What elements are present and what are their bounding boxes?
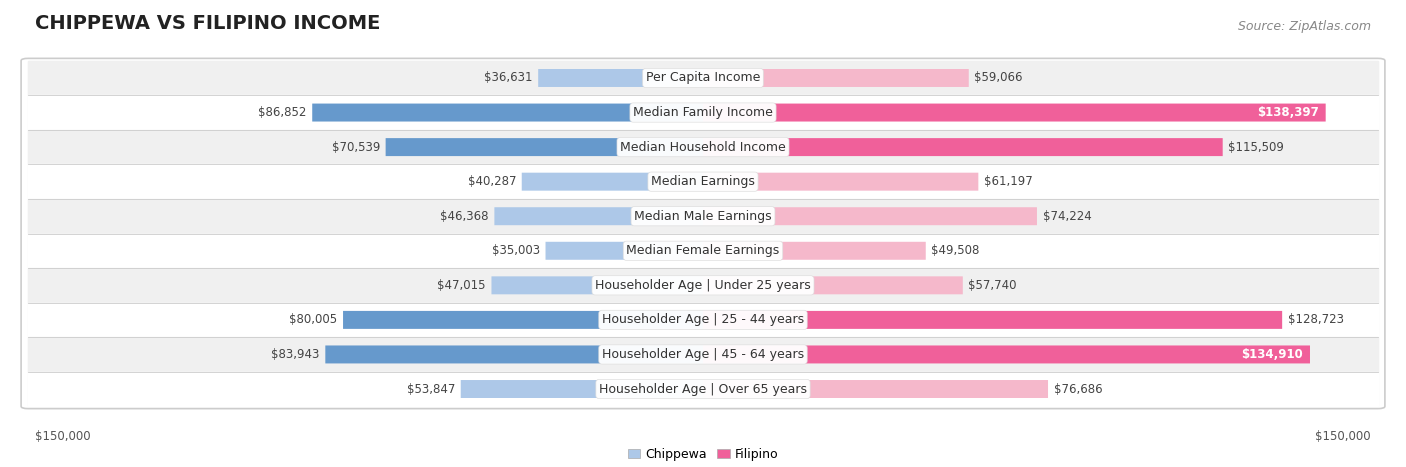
Text: Householder Age | Over 65 years: Householder Age | Over 65 years	[599, 382, 807, 396]
Text: $76,686: $76,686	[1053, 382, 1102, 396]
Text: $115,509: $115,509	[1229, 141, 1284, 154]
Text: $40,287: $40,287	[468, 175, 516, 188]
Text: $83,943: $83,943	[271, 348, 319, 361]
Text: Median Household Income: Median Household Income	[620, 141, 786, 154]
Text: Median Male Earnings: Median Male Earnings	[634, 210, 772, 223]
Text: $128,723: $128,723	[1288, 313, 1344, 326]
Text: $86,852: $86,852	[259, 106, 307, 119]
Legend: Chippewa, Filipino: Chippewa, Filipino	[628, 448, 778, 461]
Text: Householder Age | 25 - 44 years: Householder Age | 25 - 44 years	[602, 313, 804, 326]
Text: Median Female Earnings: Median Female Earnings	[627, 244, 779, 257]
Text: $46,368: $46,368	[440, 210, 489, 223]
Text: $49,508: $49,508	[931, 244, 980, 257]
Text: Median Earnings: Median Earnings	[651, 175, 755, 188]
Text: $59,066: $59,066	[974, 71, 1024, 85]
Text: Per Capita Income: Per Capita Income	[645, 71, 761, 85]
Text: $35,003: $35,003	[492, 244, 540, 257]
Text: $61,197: $61,197	[984, 175, 1033, 188]
Text: CHIPPEWA VS FILIPINO INCOME: CHIPPEWA VS FILIPINO INCOME	[35, 14, 381, 33]
Text: $74,224: $74,224	[1043, 210, 1091, 223]
Text: $57,740: $57,740	[969, 279, 1017, 292]
Text: $150,000: $150,000	[35, 430, 91, 443]
Text: $134,910: $134,910	[1241, 348, 1303, 361]
Text: Householder Age | 45 - 64 years: Householder Age | 45 - 64 years	[602, 348, 804, 361]
Text: $36,631: $36,631	[484, 71, 533, 85]
Text: Householder Age | Under 25 years: Householder Age | Under 25 years	[595, 279, 811, 292]
Text: Median Family Income: Median Family Income	[633, 106, 773, 119]
Text: $138,397: $138,397	[1257, 106, 1319, 119]
Text: $47,015: $47,015	[437, 279, 486, 292]
Text: $70,539: $70,539	[332, 141, 380, 154]
Text: $53,847: $53,847	[406, 382, 456, 396]
Text: Source: ZipAtlas.com: Source: ZipAtlas.com	[1237, 20, 1371, 33]
Text: $80,005: $80,005	[290, 313, 337, 326]
Text: $150,000: $150,000	[1315, 430, 1371, 443]
